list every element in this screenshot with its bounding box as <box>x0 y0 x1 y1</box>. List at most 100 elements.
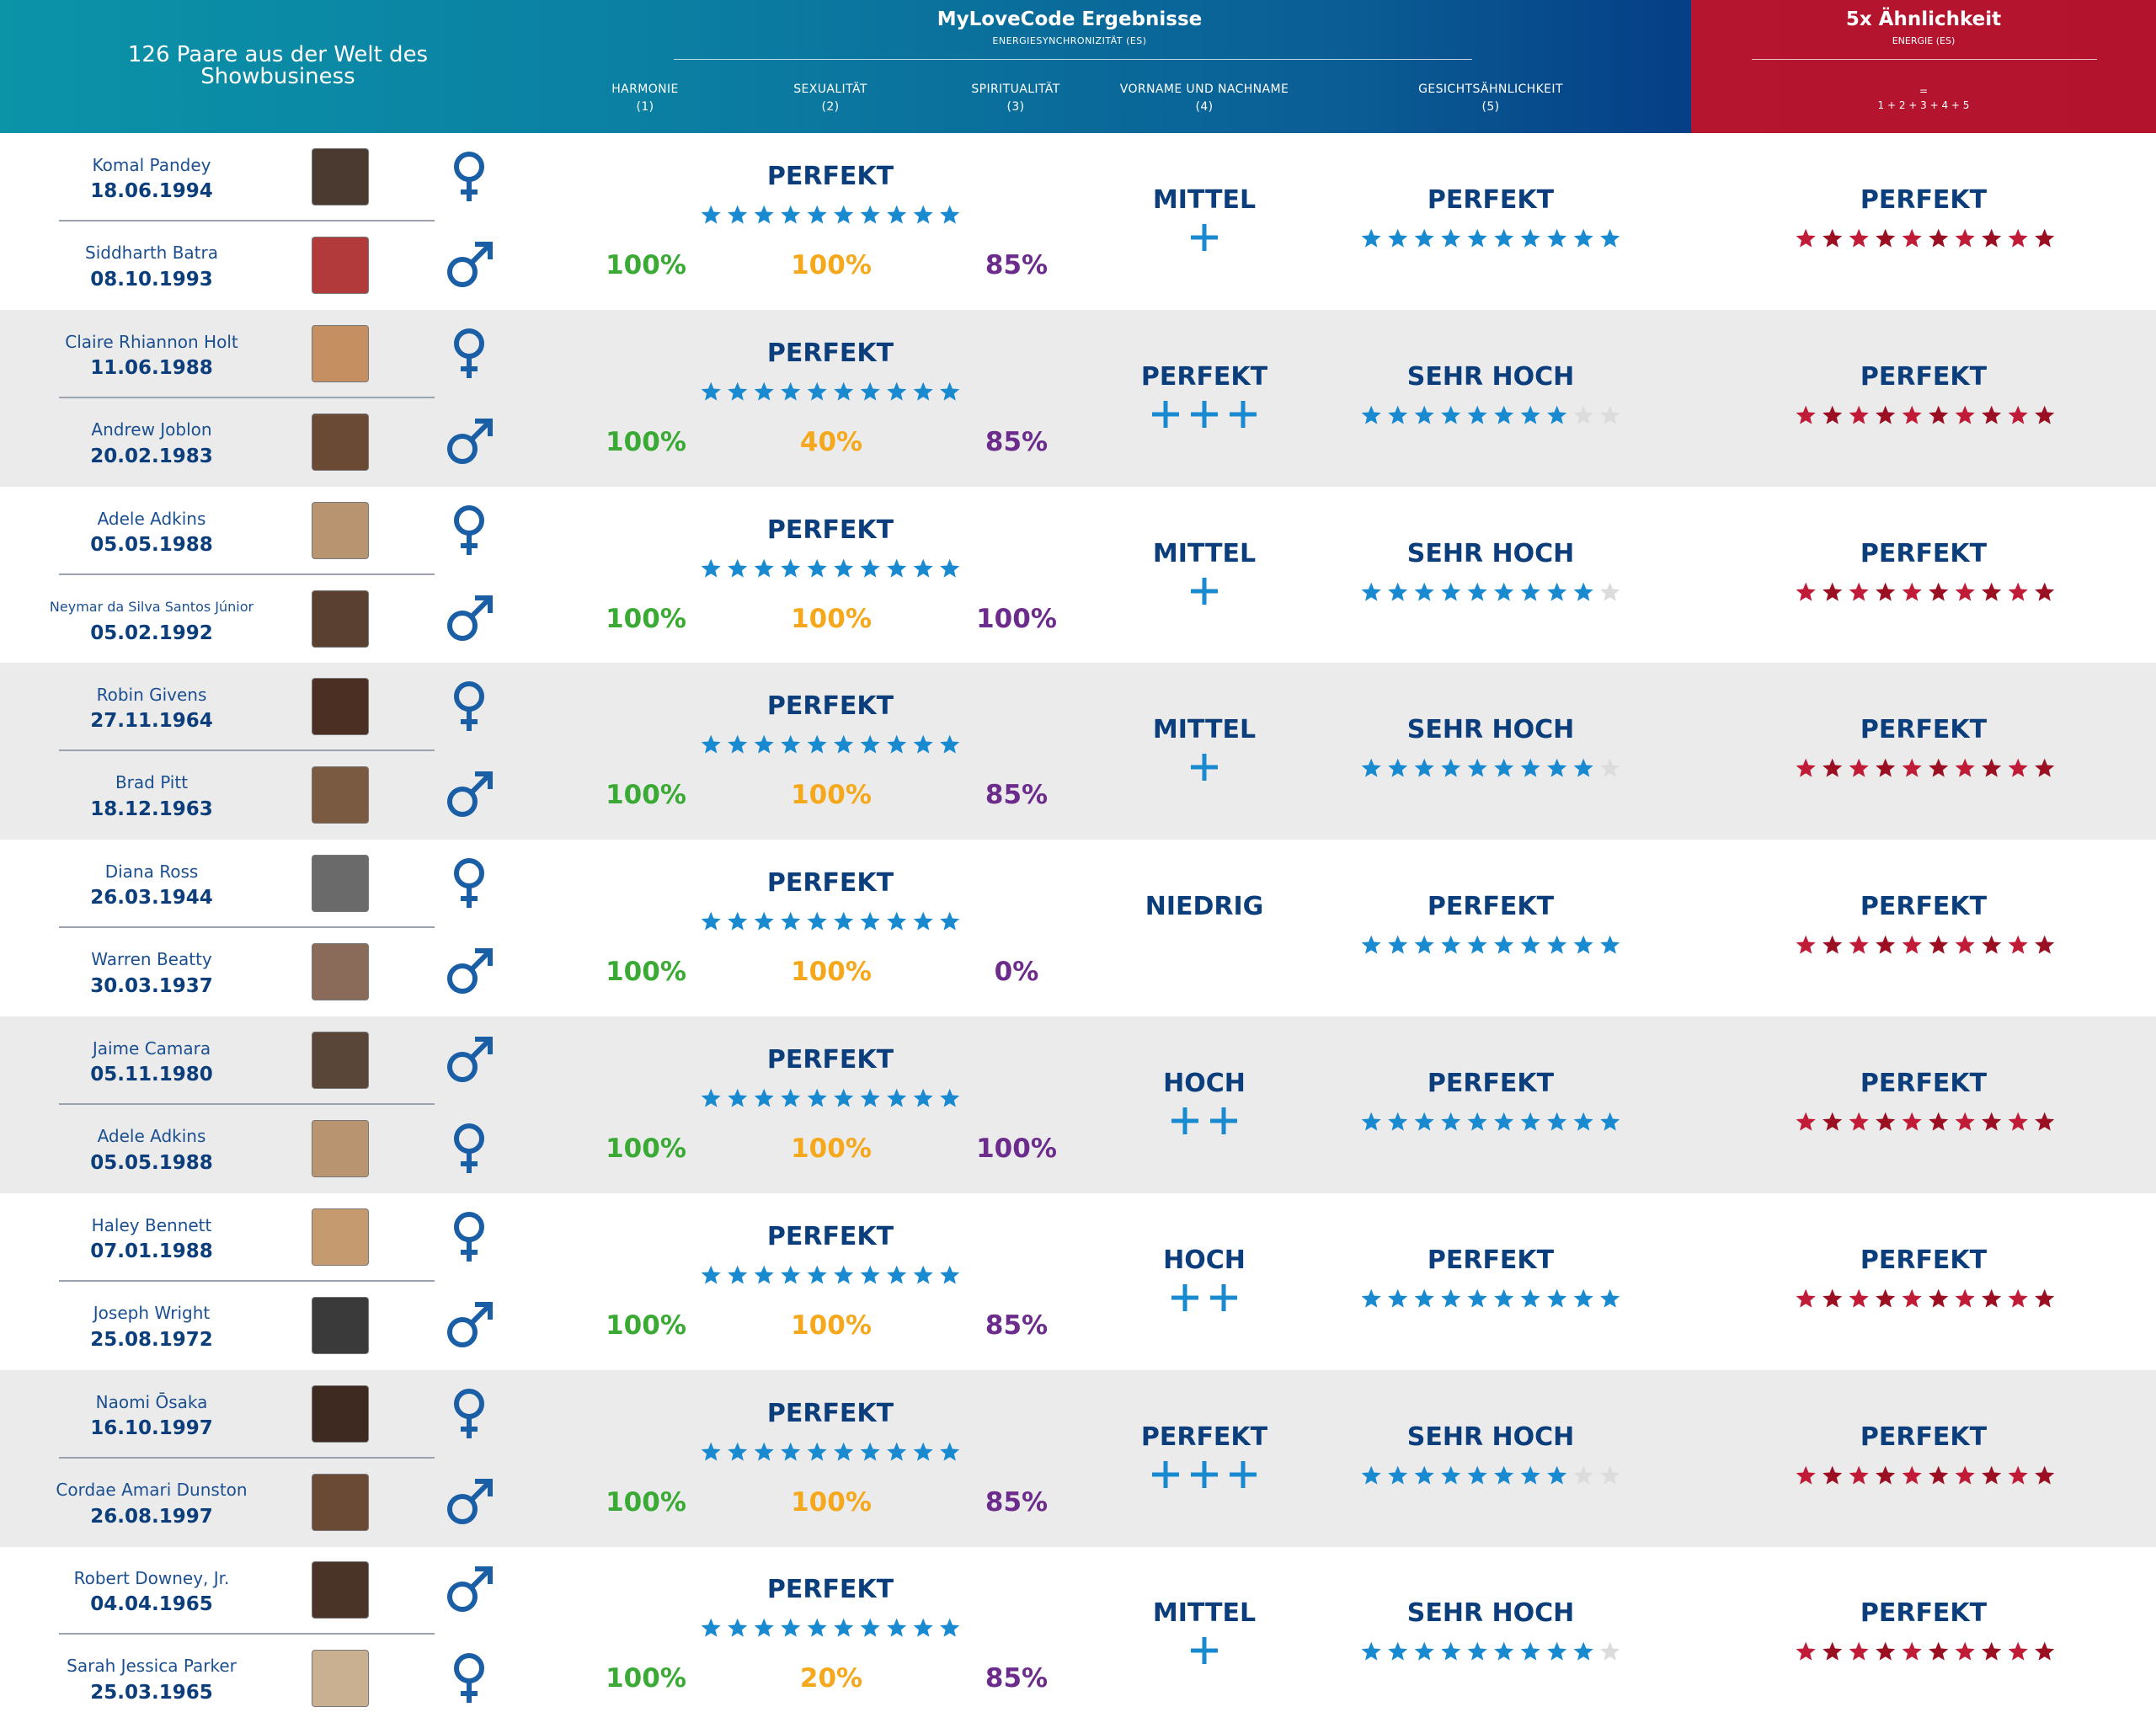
star-filled-icon <box>1467 935 1487 954</box>
star-filled-icon <box>1388 405 1408 424</box>
column-number: (2) <box>821 100 840 114</box>
star-filled-icon <box>1547 1112 1567 1131</box>
total-stars <box>1796 1112 2055 1131</box>
star-filled-icon <box>860 1619 880 1638</box>
star-filled-icon <box>701 911 721 931</box>
es-rating-label: PERFEKT <box>766 162 894 191</box>
star-filled-icon <box>1361 1465 1381 1485</box>
plus-icon <box>1152 400 1179 428</box>
column-label: VORNAME UND NACHNAME <box>1119 83 1289 96</box>
star-filled-icon <box>754 911 774 931</box>
star-filled-icon <box>913 735 933 755</box>
star-filled-icon <box>1902 405 1922 424</box>
column-number: (5) <box>1481 100 1500 114</box>
star-filled-icon <box>1955 405 1975 424</box>
sexualitaet-value: 40% <box>799 426 863 457</box>
header-red-divider <box>1752 59 2097 60</box>
star-filled-icon <box>1520 935 1540 954</box>
star-filled-icon <box>940 1442 960 1461</box>
face-rating-label: SEHR HOCH <box>1406 1598 1575 1629</box>
person-name: Brad Pitt <box>115 772 189 793</box>
sexualitaet-value: 100% <box>791 603 872 634</box>
star-filled-icon <box>1361 228 1381 248</box>
spiritualitaet-value: 100% <box>976 603 1057 634</box>
star-filled-icon <box>1796 1465 1816 1485</box>
person-photo <box>312 502 368 558</box>
star-filled-icon <box>1849 405 1869 424</box>
total-stars <box>1796 228 2055 248</box>
star-filled-icon <box>1955 228 1975 248</box>
star-filled-icon <box>781 1088 801 1107</box>
couple-row: Adele Adkins 05.05.1988 Neymar da Silva S… <box>0 487 2156 664</box>
star-filled-icon <box>1600 228 1620 248</box>
face-stars <box>1361 1642 1620 1662</box>
formula-label: = 1 + 2 + 3 + 4 + 5 <box>1691 84 2156 113</box>
person-name: Jaime Camara <box>92 1038 211 1059</box>
star-filled-icon <box>834 911 854 931</box>
total-stars <box>1796 582 2055 601</box>
couple-row: Robin Givens 27.11.1964 Brad Pitt 18.12.19… <box>0 663 2156 840</box>
total-stars <box>1796 1642 2055 1662</box>
star-filled-icon <box>1796 935 1816 954</box>
plus-icon <box>1152 1460 1179 1488</box>
star-filled-icon <box>1441 935 1461 954</box>
sexualitaet-value: 100% <box>791 957 872 988</box>
star-filled-icon <box>1414 1642 1434 1662</box>
star-filled-icon <box>728 1442 748 1461</box>
star-filled-icon <box>834 381 854 401</box>
star-filled-icon <box>1822 1112 1843 1131</box>
face-rating-label: PERFEKT <box>1427 1245 1555 1275</box>
total-rating-label: PERFEKT <box>1860 185 1988 215</box>
star-filled-icon <box>1361 582 1381 601</box>
face-rating-label: PERFEKT <box>1427 892 1555 922</box>
person-photo <box>312 1032 368 1088</box>
person-name: Diana Ross <box>104 862 199 883</box>
star-filled-icon <box>1494 582 1514 601</box>
star-filled-icon <box>1902 935 1922 954</box>
star-filled-icon <box>1796 1642 1816 1662</box>
face-stars <box>1361 582 1620 601</box>
total-rating-label: PERFEKT <box>1860 361 1988 392</box>
couple-row: Diana Ross 26.03.1944 Warren Beatty 30.03.… <box>0 840 2156 1016</box>
star-filled-icon <box>701 735 721 755</box>
person-photo <box>312 325 368 381</box>
star-filled-icon <box>1849 759 1869 778</box>
name-rating-label: MITTEL <box>1152 1598 1257 1629</box>
person-photo <box>312 1474 368 1530</box>
male-symbol-icon <box>447 595 493 641</box>
face-stars <box>1361 1288 1620 1308</box>
name-rating-label: HOCH <box>1163 1069 1246 1098</box>
star-filled-icon <box>1441 582 1461 601</box>
person-photo <box>312 1208 368 1265</box>
star-filled-icon <box>1573 935 1593 954</box>
face-rating-label: SEHR HOCH <box>1406 1422 1575 1452</box>
birth-date: 25.03.1965 <box>90 1682 213 1704</box>
es-stars <box>701 558 960 578</box>
face-rating-label: PERFEKT <box>1427 185 1555 215</box>
star-filled-icon <box>781 381 801 401</box>
star-filled-icon <box>1388 759 1408 778</box>
name-rating-label: MITTEL <box>1152 185 1257 215</box>
star-filled-icon <box>1955 1465 1975 1485</box>
total-stars <box>1796 1465 2055 1485</box>
star-filled-icon <box>1929 759 1949 778</box>
person-divider <box>59 396 435 398</box>
star-filled-icon <box>1467 582 1487 601</box>
star-filled-icon <box>1982 935 2002 954</box>
star-filled-icon <box>728 735 748 755</box>
person-name: Adele Adkins <box>97 508 206 529</box>
person-photo <box>312 856 368 912</box>
harmonie-value: 100% <box>606 426 686 457</box>
star-filled-icon <box>1573 1112 1593 1131</box>
star-filled-icon <box>1361 1288 1381 1308</box>
star-filled-icon <box>1467 405 1487 424</box>
birth-date: 26.08.1997 <box>90 1505 213 1528</box>
star-filled-icon <box>1520 759 1540 778</box>
name-rating-label: NIEDRIG <box>1145 892 1264 922</box>
person-name: Joseph Wright <box>93 1302 211 1323</box>
male-symbol-icon <box>447 771 493 818</box>
star-filled-icon <box>860 1088 880 1107</box>
star-filled-icon <box>1929 1642 1949 1662</box>
star-filled-icon <box>1982 228 2002 248</box>
star-filled-icon <box>834 205 854 224</box>
